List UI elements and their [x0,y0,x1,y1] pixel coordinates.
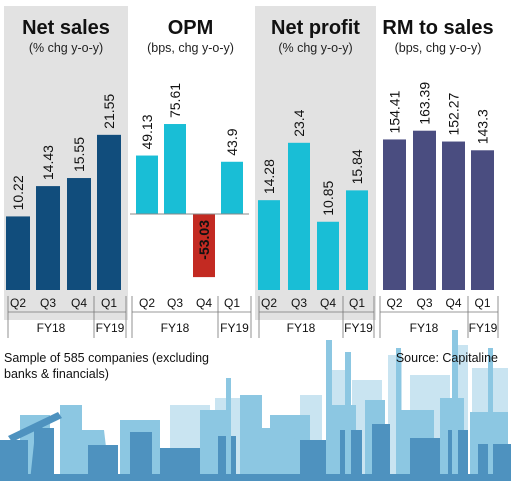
bar-q3 [36,186,60,290]
bar-q3 [288,142,310,290]
bar-value-label: 143.3 [475,109,491,144]
bar-value-label: 15.55 [71,137,87,172]
bar-q1 [97,134,121,290]
sample-note-line2: banks & financials) [4,367,109,381]
category-tick-label: Q4 [445,296,461,310]
bar-q2 [258,200,280,290]
bar-q4 [442,141,465,290]
panel-subtitle: (% chg y-o-y) [29,41,103,55]
skyline-building [410,438,440,481]
panel-1: Net sales (% chg y-o-y) 10.22 14.43 15.55 21.… [4,6,128,338]
bar-value-label: 14.43 [40,145,56,180]
category-tick-label: Q2 [10,296,26,310]
panel-subtitle: (% chg y-o-y) [278,41,352,55]
bar-value-label: 10.85 [320,181,336,216]
bar-value-label: 49.13 [139,114,155,149]
category-tick-label: Q1 [224,296,240,310]
category-tick-label: Q4 [320,296,336,310]
period-label-fy19: FY19 [469,321,498,335]
panel-title: RM to sales [382,17,493,39]
category-tick-label: Q3 [40,296,56,310]
bar-value-label: 152.27 [446,93,462,136]
panel-subtitle: (bps, chg y-o-y) [395,41,482,55]
skyline-building [130,432,152,481]
bar-q3 [164,124,186,214]
period-label-fy18: FY18 [287,321,316,335]
period-label-fy19: FY19 [220,321,249,335]
panel-title: Net profit [271,17,360,39]
panel-3: Net profit (% chg y-o-y) 14.28 23.4 10.85 15.… [255,6,376,338]
pump-jack [8,412,62,442]
category-tick-label: Q2 [261,296,277,310]
period-label-fy18: FY18 [410,321,439,335]
skyline-building [240,395,262,481]
skyline-chimney [452,330,458,481]
bar-q2 [6,216,30,290]
industrial-skyline-illustration [0,330,511,481]
bar-value-label: -53.03 [196,220,212,260]
skyline-chimney [326,340,332,481]
category-tick-label: Q1 [474,296,490,310]
bar-value-label: 43.9 [224,128,240,155]
bar-q3 [413,130,436,290]
bar-q2 [383,139,406,290]
category-tick-label: Q2 [139,296,155,310]
bar-value-label: 154.41 [387,90,403,133]
skyline-building [372,424,390,481]
pump-jack-stand [30,424,48,481]
bar-value-label: 15.84 [349,149,365,184]
bar-q2 [136,155,158,214]
bar-q4 [67,178,91,290]
sample-note-line1: Sample of 585 companies (excluding [4,351,209,365]
bar-value-label: 23.4 [291,109,307,136]
category-tick-label: Q4 [196,296,212,310]
period-label-fy18: FY18 [161,321,190,335]
bar-value-label: 10.22 [10,175,26,210]
category-tick-label: Q2 [386,296,402,310]
category-tick-label: Q1 [101,296,117,310]
skyline-chimney [488,348,493,481]
period-label-fy19: FY19 [344,321,373,335]
period-label-fy19: FY19 [96,321,125,335]
bar-q1 [221,161,243,214]
bar-q4 [317,221,339,290]
skyline-chimney [226,378,231,481]
bar-q1 [471,150,494,290]
bar-q4 [193,214,215,278]
period-label-fy18: FY18 [37,321,66,335]
bar-value-label: 21.55 [101,94,117,129]
panel-2: OPM (bps, chg y-o-y) 49.13 75.61 -53.03 43.9 Q… [130,17,252,338]
category-tick-label: Q4 [71,296,87,310]
panel-title: OPM [168,17,214,39]
bar-value-label: 75.61 [167,83,183,118]
category-tick-label: Q1 [349,296,365,310]
chart-panels: Net sales (% chg y-o-y) 10.22 14.43 15.55 21.… [4,6,499,338]
panel-title: Net sales [22,17,110,39]
bar-value-label: 163.39 [417,82,433,125]
bar-value-label: 14.28 [261,159,277,194]
panel-subtitle: (bps, chg y-o-y) [147,41,234,55]
skyline-chimney [345,352,351,481]
skyline-chimney [396,348,401,481]
bar-q1 [346,190,368,290]
category-tick-label: Q3 [416,296,432,310]
category-tick-label: Q3 [167,296,183,310]
category-tick-label: Q3 [291,296,307,310]
panel-4: RM to sales (bps, chg y-o-y) 154.41 163.39 1… [379,17,499,338]
skyline-ground [0,474,511,481]
skyline-tower [255,428,299,481]
source-note: Source: Capitaline [396,351,498,365]
